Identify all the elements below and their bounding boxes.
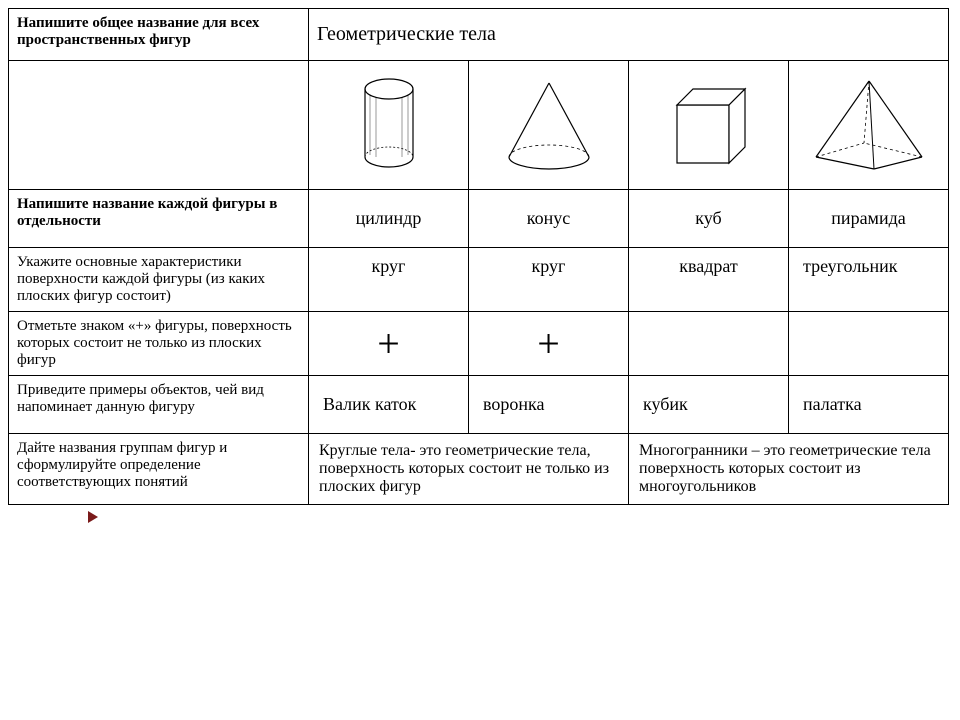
row6-c2: воронка [469,376,629,434]
row4-question: Укажите основные характеристики поверхно… [9,248,309,312]
row7-question: Дайте названия группам фигур и сформулир… [9,434,309,505]
cone-icon [494,75,604,175]
row6-question: Приведите примеры объектов, чей вид напо… [9,376,309,434]
row6-c3: кубик [629,376,789,434]
row3-c4: пирамида [789,190,949,248]
pyramid-icon [804,75,934,175]
cube-icon [659,75,759,175]
shape-cone [469,61,629,190]
shape-cylinder [309,61,469,190]
cylinder-icon [354,75,424,175]
row3-c2: конус [469,190,629,248]
row4-c1: круг [309,248,469,312]
row4-c3: квадрат [629,248,789,312]
row1-question: Напишите общее название для всех простра… [9,9,309,61]
row4-c2: круг [469,248,629,312]
shape-pyramid [789,61,949,190]
shape-cube [629,61,789,190]
row7-right: Многогранники – это геометрические тела … [629,434,949,505]
arrow-icon [88,511,98,523]
row5-c3 [629,312,789,376]
row1-answer: Геометрические тела [309,9,949,61]
row3-c1: цилиндр [309,190,469,248]
row5-c4 [789,312,949,376]
row6-c1: Валик каток [309,376,469,434]
row2-question-empty [9,61,309,190]
row5-c2: + [469,312,629,376]
row3-c3: куб [629,190,789,248]
row7-left: Круглые тела- это геометрические тела, п… [309,434,629,505]
row5-question: Отметьте знаком «+» фигуры, поверхность … [9,312,309,376]
row6-c4: палатка [789,376,949,434]
row4-c4: треугольник [789,248,949,312]
geometry-table: Напишите общее название для всех простра… [8,8,949,505]
row5-c1: + [309,312,469,376]
row3-question: Напишите название каждой фигуры в отдель… [9,190,309,248]
